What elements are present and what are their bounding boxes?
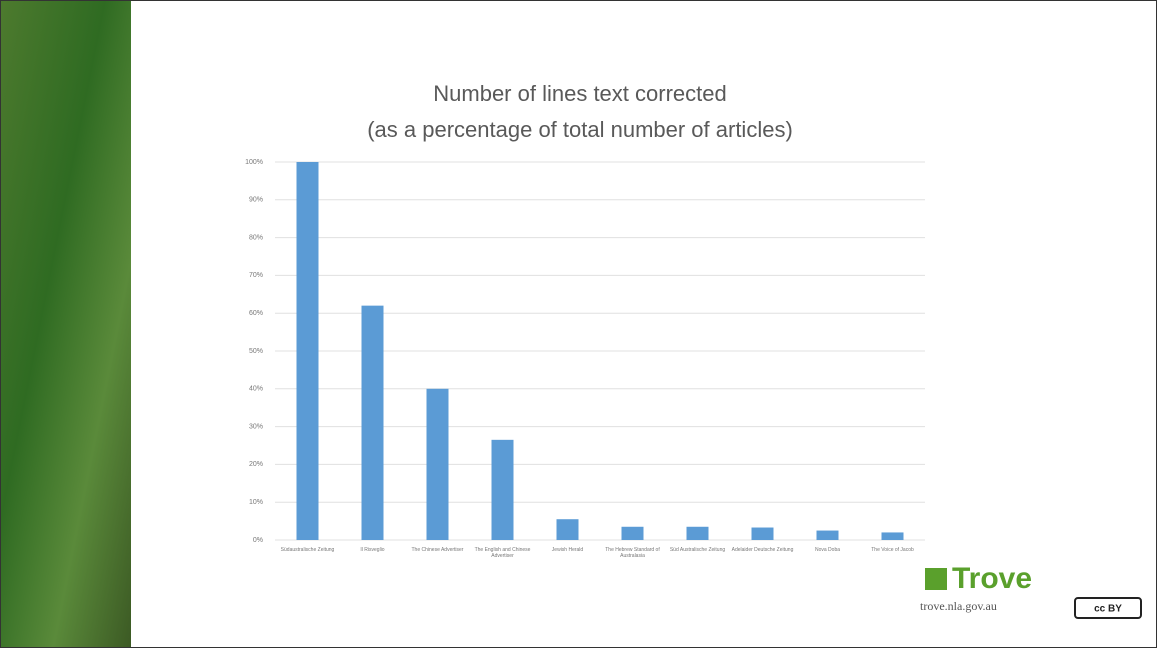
- y-tick-label: 40%: [249, 386, 263, 393]
- bar: [426, 388, 449, 540]
- bar: [816, 530, 839, 540]
- x-tick-label: Jewish Herald: [551, 547, 584, 553]
- x-tick-label: Nova Doba: [814, 547, 840, 553]
- y-tick-label: 20%: [249, 461, 263, 468]
- x-tick-label: The Voice of Jacob: [871, 547, 914, 553]
- bar: [621, 526, 644, 540]
- logo-url: trove.nla.gov.au: [920, 599, 997, 613]
- y-tick-label: 70%: [249, 272, 263, 279]
- y-tick-label: 100%: [245, 159, 263, 166]
- bar: [556, 519, 579, 540]
- x-tick-label: The Chinese Advertiser: [411, 547, 464, 553]
- y-tick-label: 80%: [249, 234, 263, 241]
- x-tick-label: Süd Australische Zeitung: [669, 547, 726, 553]
- bar: [361, 305, 384, 540]
- y-tick-label: 60%: [249, 310, 263, 317]
- logo-icon: [925, 568, 947, 590]
- license-badge: [1074, 597, 1142, 619]
- y-tick-label: 90%: [249, 197, 263, 204]
- side-image: [1, 1, 131, 647]
- y-tick-label: 10%: [249, 499, 263, 506]
- x-tick-label: Adelaider Deutsche Zeitung: [731, 547, 794, 553]
- x-tick-label: The Hebrew Standard of Australasia: [605, 547, 660, 559]
- license-text: cc BY: [1094, 604, 1122, 615]
- x-tick-label: Il Risveglio: [360, 547, 385, 553]
- chart-title: Number of lines text corrected: [433, 81, 726, 106]
- x-tick-label: Südaustralische Zeitung: [280, 547, 335, 553]
- y-tick-label: 0%: [253, 537, 263, 544]
- bar: [881, 532, 904, 540]
- bar: [751, 527, 774, 540]
- bar: [686, 526, 709, 540]
- bar: [491, 439, 514, 540]
- x-tick-label: The English and Chinese Advertiser: [474, 547, 531, 559]
- bar: [296, 162, 319, 540]
- logo-name: Trove: [952, 562, 1032, 595]
- chart-subtitle: (as a percentage of total number of arti…: [367, 117, 793, 142]
- y-tick-label: 50%: [249, 348, 263, 355]
- y-tick-label: 30%: [249, 423, 263, 430]
